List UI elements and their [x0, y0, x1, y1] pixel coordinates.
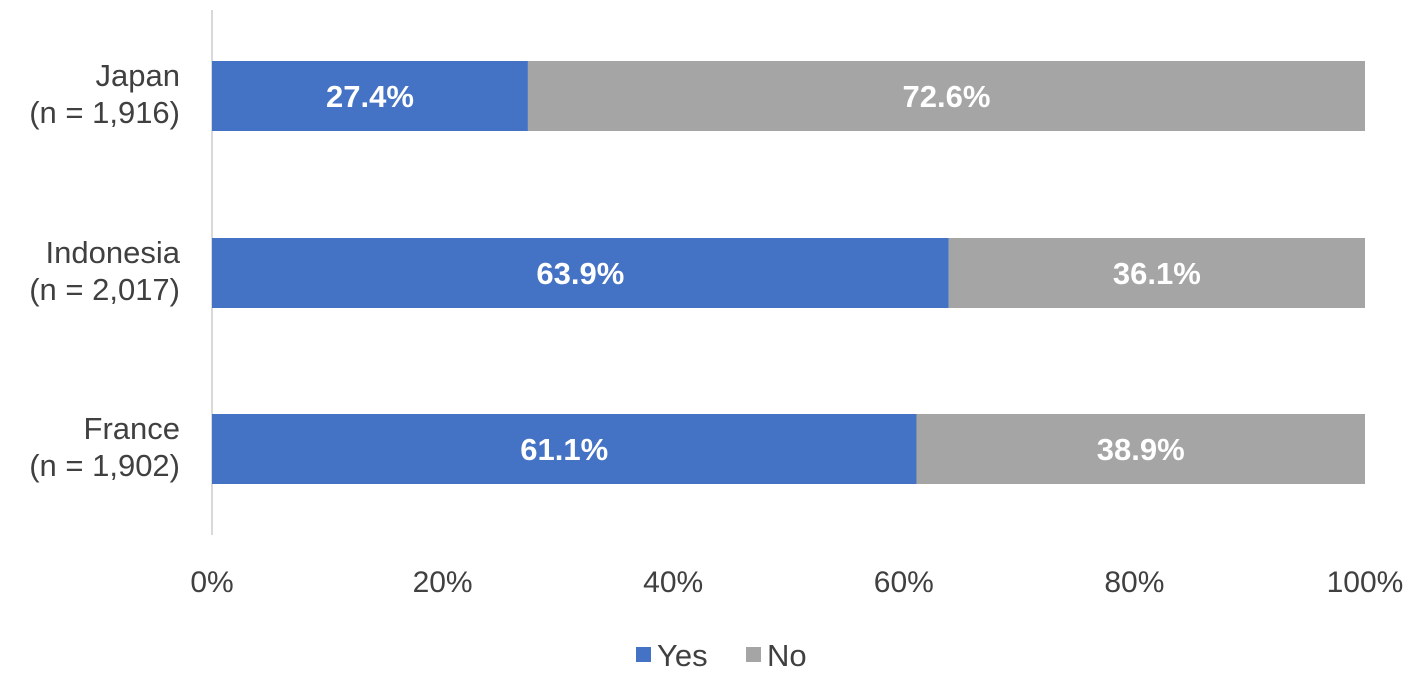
category-label-2-line-1: (n = 1,902) [29, 448, 180, 483]
category-label-0-line-0: Japan [96, 58, 180, 93]
data-label-yes-0: 27.4% [326, 79, 414, 114]
bar-no-2 [916, 414, 1365, 484]
x-axis-ticks: 0% 20% 40% 60% 80% 100% [190, 566, 1403, 599]
data-label-no-1: 36.1% [1113, 256, 1201, 291]
data-label-no-0: 72.6% [903, 79, 991, 114]
bar-no-0 [527, 61, 1365, 131]
data-label-yes-2: 61.1% [520, 432, 608, 467]
legend-swatch-no [746, 647, 761, 662]
data-label-yes-1: 63.9% [536, 256, 624, 291]
bar-yes-0 [212, 61, 528, 131]
legend: Yes No [636, 638, 807, 673]
legend-swatch-yes [636, 647, 651, 662]
category-label-1-line-0: Indonesia [46, 235, 181, 270]
bar-no-1 [948, 238, 1365, 308]
legend-label-yes: Yes [657, 638, 708, 673]
data-label-no-2: 38.9% [1097, 432, 1185, 467]
x-tick-label-3: 60% [874, 566, 934, 599]
category-labels: Japan(n = 1,916) Indonesia(n = 2,017) Fran… [29, 58, 181, 483]
x-tick-label-4: 80% [1104, 566, 1164, 599]
bar-yes-1 [212, 238, 949, 308]
category-label-1-line-1: (n = 2,017) [29, 272, 180, 307]
x-tick-label-0: 0% [190, 566, 233, 599]
legend-label-no: No [767, 638, 807, 673]
bar-yes-2 [212, 414, 917, 484]
x-tick-label-5: 100% [1327, 566, 1404, 599]
category-label-2-line-0: France [84, 411, 180, 446]
x-tick-label-1: 20% [413, 566, 473, 599]
x-tick-label-2: 40% [643, 566, 703, 599]
category-label-0-line-1: (n = 1,916) [29, 95, 180, 130]
bars-group: 27.4% 72.6% 63.9% 36.1% 61.1% 38.9% [212, 61, 1365, 484]
